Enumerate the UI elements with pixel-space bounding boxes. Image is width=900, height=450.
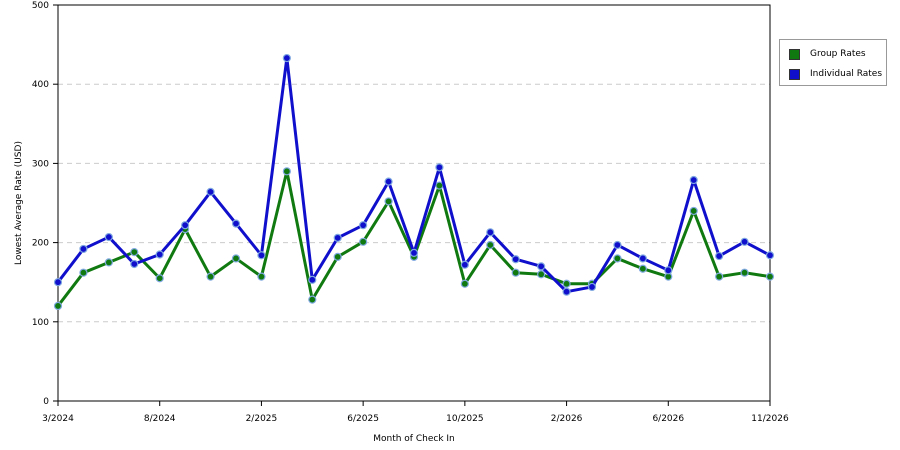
chart-legend: Group Rates Individual Rates: [779, 39, 887, 86]
data-point-individual-rates: [384, 177, 393, 186]
data-point-group-rates: [53, 301, 63, 311]
data-point-group-rates: [257, 272, 266, 281]
data-point-group-rates: [537, 270, 546, 279]
data-point-group-rates: [562, 279, 571, 288]
data-point-group-rates: [435, 181, 444, 190]
data-point-individual-rates: [308, 275, 317, 284]
data-point-group-rates: [155, 274, 164, 283]
data-point-individual-rates: [765, 251, 775, 260]
y-tick-label: 500: [32, 1, 49, 11]
data-point-individual-rates: [587, 282, 597, 292]
y-tick-label: 200: [32, 239, 49, 249]
x-axis-title: Month of Check In: [373, 434, 455, 444]
data-point-group-rates: [308, 295, 317, 304]
data-point-individual-rates: [537, 262, 546, 271]
legend-swatch-individual-rates: [789, 68, 800, 80]
legend-item-group-rates: Group Rates: [789, 47, 866, 61]
data-point-individual-rates: [333, 233, 342, 242]
y-tick-label: 300: [32, 159, 49, 169]
data-point-individual-rates: [715, 251, 724, 261]
data-point-group-rates: [689, 206, 698, 216]
x-tick-label: 2/2025: [246, 414, 278, 424]
data-point-group-rates: [460, 279, 469, 288]
data-point-individual-rates: [435, 163, 444, 172]
data-point-individual-rates: [104, 232, 113, 242]
data-point-group-rates: [740, 268, 749, 277]
y-axis-title: Lowest Average Rate (USD): [14, 141, 24, 265]
plot-area-frame: [57, 4, 771, 402]
data-point-individual-rates: [613, 240, 622, 250]
data-point-individual-rates: [689, 175, 698, 185]
y-tick-label: 0: [43, 397, 49, 407]
x-tick-label: 6/2026: [652, 414, 684, 424]
data-point-group-rates: [511, 268, 520, 277]
x-tick-label: 3/2024: [42, 414, 74, 424]
data-point-individual-rates: [53, 278, 63, 287]
data-point-group-rates: [613, 254, 622, 263]
data-point-group-rates: [715, 272, 724, 281]
data-point-individual-rates: [79, 244, 88, 254]
data-point-individual-rates: [231, 219, 241, 228]
y-axis-ticks: 0 100 200 300 400 500: [32, 1, 58, 407]
data-point-individual-rates: [664, 266, 673, 275]
series-group-rates: [53, 167, 775, 311]
x-tick-label: 6/2025: [347, 414, 379, 424]
x-tick-label: 2/2026: [551, 414, 583, 424]
y-tick-label: 400: [32, 80, 49, 90]
data-point-individual-rates: [486, 228, 495, 237]
data-point-group-rates: [359, 237, 368, 246]
data-point-group-rates: [231, 254, 241, 263]
data-point-group-rates: [765, 272, 775, 281]
legend-item-individual-rates: Individual Rates: [789, 67, 882, 81]
legend-swatch-group-rates: [789, 48, 800, 60]
data-point-group-rates: [384, 197, 393, 206]
x-axis-ticks: 3/2024 8/2024 2/2025 6/2025 10/2025 2/2026 6/2…: [42, 401, 789, 424]
data-point-group-rates: [486, 240, 495, 250]
data-point-individual-rates: [562, 287, 571, 296]
data-point-group-rates: [130, 248, 139, 257]
data-point-individual-rates: [740, 237, 749, 246]
data-point-group-rates: [206, 272, 215, 281]
data-point-individual-rates: [511, 255, 520, 264]
data-point-individual-rates: [359, 221, 368, 230]
data-point-individual-rates: [181, 221, 190, 230]
data-point-individual-rates: [130, 259, 139, 269]
data-point-individual-rates: [257, 251, 266, 260]
x-tick-label: 8/2024: [144, 414, 176, 424]
data-point-group-rates: [638, 264, 647, 273]
axes: [57, 4, 771, 402]
data-point-group-rates: [282, 167, 291, 176]
data-point-group-rates: [104, 258, 113, 267]
series-individual-rates: [53, 53, 775, 296]
legend-label-group-rates: Group Rates: [810, 49, 866, 59]
data-point-individual-rates: [409, 248, 419, 257]
data-point-individual-rates: [460, 260, 469, 269]
data-point-individual-rates: [282, 53, 291, 63]
data-point-individual-rates: [206, 187, 215, 197]
x-tick-label: 10/2025: [446, 414, 483, 424]
series-line-group-rates: [56, 169, 771, 307]
data-point-group-rates: [333, 252, 342, 261]
data-point-individual-rates: [638, 254, 647, 263]
data-point-group-rates: [79, 268, 88, 277]
data-point-individual-rates: [155, 250, 164, 259]
x-tick-label: 11/2026: [751, 414, 789, 424]
series-layer: [53, 53, 775, 311]
legend-label-individual-rates: Individual Rates: [810, 69, 883, 79]
y-tick-label: 100: [32, 318, 49, 328]
gridlines: [58, 83, 770, 323]
